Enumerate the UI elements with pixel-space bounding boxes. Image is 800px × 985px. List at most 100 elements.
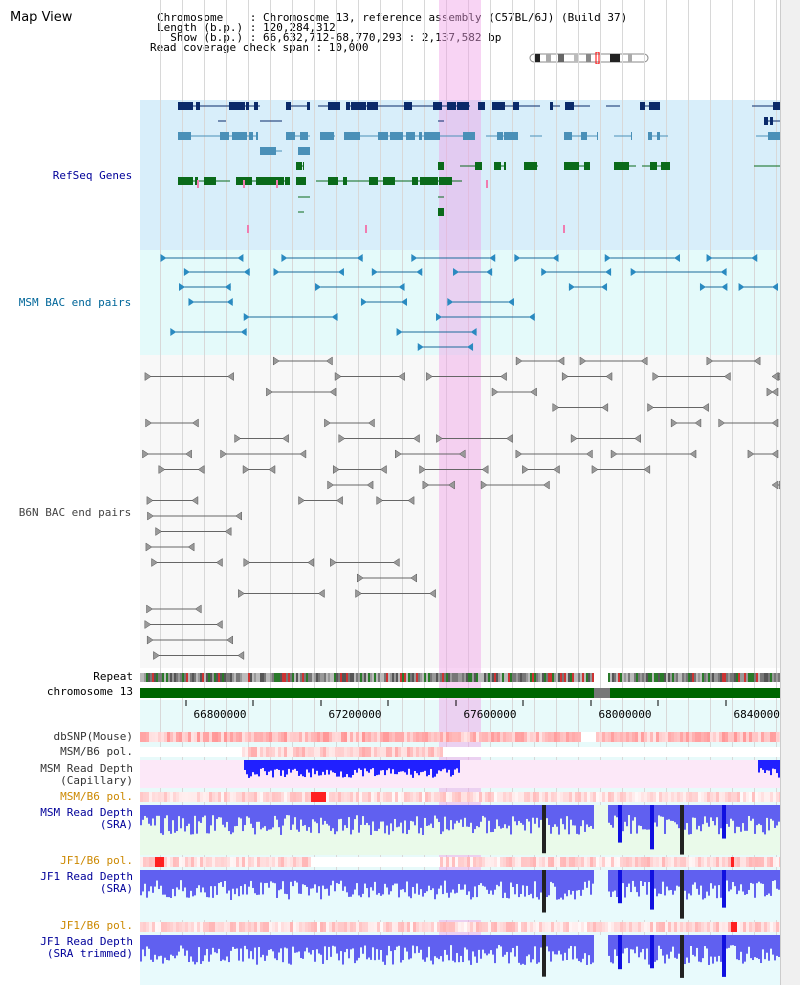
msm-pol-cell [329,747,332,757]
msm-capillary-depth [384,760,386,776]
jf1-pol-cell [665,857,668,867]
jf1-trimmed-depth-bar [448,935,450,961]
msm-pol-cell [500,747,503,757]
msm-pol2-cell [446,792,449,802]
genome-view-panel[interactable]: 6680000067200000676000006800000068400000 [140,0,780,985]
jf1-sra-depth-bar [284,870,286,894]
jf1-sra-depth-bar [224,870,226,881]
dbsnp-cell [656,732,659,742]
jf1-pol-cell [146,857,149,867]
jf1-sra-depth-bar [308,870,310,896]
msm-sra-depth-bar [750,805,752,821]
msm-pol2-cell [209,792,212,802]
msm-pol2-cell [761,792,764,802]
chromosome-ideogram[interactable] [528,52,652,64]
jf1-trimmed-depth-bar [560,935,562,955]
msm-sra-depth-bar [396,805,398,828]
msm-capillary-depth [284,760,286,777]
msm-capillary-depth [250,760,252,777]
jf1-trimmed-depth-bar [222,935,224,960]
jf1-sra-depth-bar [150,870,152,887]
repeat-segment [748,673,750,682]
msm-pol2-cell [272,792,275,802]
repeat-segment [580,673,582,682]
jf1-pol-cell [446,857,449,867]
msm-pol-cell [299,747,302,757]
jf1-trimmed-depth-bar [778,935,780,958]
msm-bac-end [514,254,521,262]
repeat-segment [752,673,754,682]
repeat-segment [758,673,760,682]
dbsnp-cell [527,732,530,742]
jf1-sra-depth-bar [700,870,702,886]
dbsnp-cell [500,732,503,742]
msm-pol-cell [431,747,434,757]
dbsnp-cell [677,732,680,742]
msm-pol2-cell [515,792,518,802]
jf1-pol-cell [278,857,281,867]
jf1-sra-depth-bar [364,870,366,884]
msm-pol2-cell [158,792,161,802]
jf1-pol2-cell [368,922,371,932]
jf1-pol2-cell [299,922,302,932]
msm-sra-depth-bar [406,805,408,835]
dbsnp-cell [305,732,308,742]
jf1-pol-cell [269,857,272,867]
msm-pol-cell [191,747,194,757]
msm-pol2-cell [347,792,350,802]
msm-pol-cell [287,747,290,757]
track-canvas[interactable] [140,0,780,985]
jf1-trimmed-depth-bar [166,935,168,960]
jf1-pol2-cell [752,922,755,932]
dbsnp-cell [479,732,482,742]
msm-bac-end [552,254,559,262]
jf1-trimmed-depth-bar [168,935,170,961]
repeat-segment [518,673,520,682]
msm-sra-depth-bar [654,805,656,823]
jf1-sra-depth-bar [646,870,648,895]
dbsnp-cell [158,732,161,742]
msm-sra-depth-bar [150,805,152,826]
msm-pol2-cell [518,792,521,802]
msm-pol2-cell [287,792,290,802]
gene-exon [463,102,469,110]
vertical-scrollbar[interactable] [780,0,800,985]
msm-sra-depth-bar [690,805,692,835]
b6n-bac-end [557,356,565,366]
jf1-trimmed-depth-bar [256,935,258,965]
jf1-pol-cell [431,857,434,867]
b6n-bac-end [771,480,779,490]
jf1-pol2-cell [374,922,377,932]
jf1-sra-depth-bar [262,870,264,895]
repeat-segment [156,673,158,682]
jf1-pol2-cell [257,922,260,932]
msm-capillary-depth [254,760,256,775]
msm-sra-depth-bar [206,805,208,834]
jf1-pol2-cell [542,922,545,932]
jf1-sra-depth-bar [592,870,594,884]
jf1-trimmed-depth-bar [588,935,590,956]
msm-bac-end [398,283,405,291]
repeat-segment [340,673,342,682]
grid-line [336,0,337,985]
jf1-trimmed-depth-bar [146,935,148,947]
jf1-trimmed-depth-bar [534,935,536,947]
msm-capillary-depth [356,760,358,773]
jf1-pol2-cell [557,922,560,932]
jf1-sra-depth-bar [560,870,562,898]
jf1-trimmed-depth-bar [356,935,358,961]
repeat-segment [318,673,320,682]
msm-sra-depth-bar [276,805,278,820]
msm-sra-depth-bar [364,805,366,825]
msm-pol2-cell [530,792,533,802]
msm-sra-depth-bar [368,805,370,826]
jf1-sra-depth-bar [660,870,662,895]
jf1-pol2-cell [737,922,740,932]
repeat-segment [688,673,690,682]
msm-pol-cell [509,747,512,757]
repeat-segment [410,673,412,682]
jf1-pol2-cell [182,922,185,932]
repeat-segment [502,673,504,682]
msm-pol2-cell [506,792,509,802]
msm-capillary-depth [764,760,766,773]
